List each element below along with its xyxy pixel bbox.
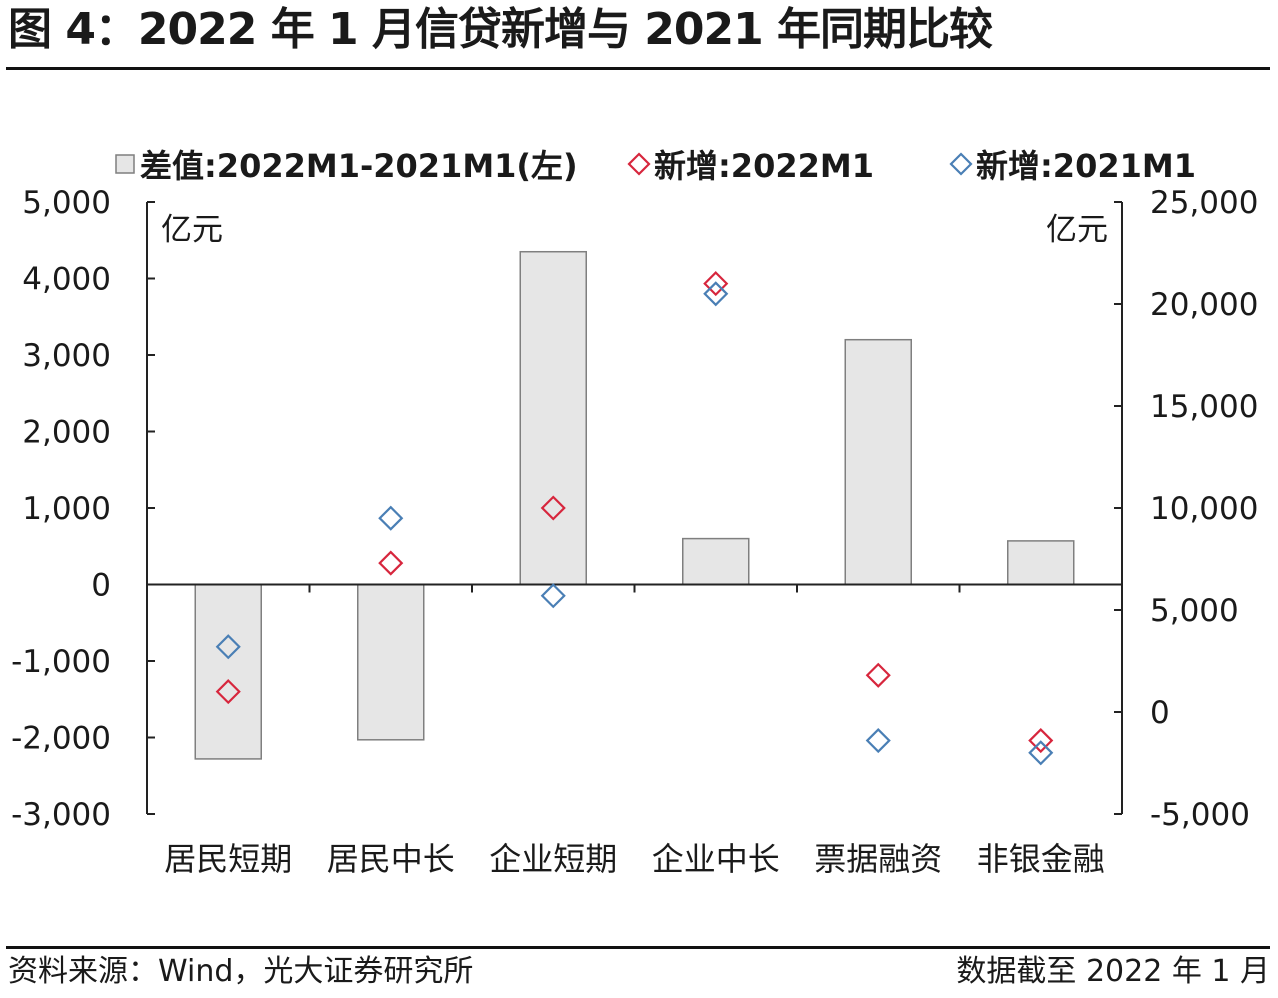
bar-diff [357,583,425,741]
bar-diff [844,338,912,586]
category-label: 居民短期 [164,840,292,878]
left-tick-label: -3,000 [11,797,111,833]
bar-diff [1007,540,1075,586]
left-tick-label: 5,000 [22,185,111,221]
marker-2021m1 [540,583,566,609]
bar-diff [519,250,587,586]
category-label: 票据融资 [814,840,942,878]
source-note: 资料来源：Wind，光大证券研究所 [8,954,474,989]
marker-2021m1 [1028,740,1054,766]
marker-2022m1 [378,550,404,576]
left-tick-label: 0 [91,568,111,604]
right-tick-label: 15,000 [1150,389,1258,425]
left-tick-label: -2,000 [11,721,111,757]
marker-2021m1 [378,505,404,531]
legend-swatch-marker [627,152,651,176]
left-tick-label: -1,000 [11,644,111,680]
chart: 5,000 4,000 3,000 2,000 1,000 0 -1,000 -2,000 -3… [11,147,1258,878]
marker-2022m1 [1028,728,1054,754]
legend-swatch-marker [949,152,973,176]
right-tick-label: 5,000 [1150,593,1239,629]
marker-2022m1 [215,679,241,705]
marker-2022m1 [540,495,566,521]
bar-diff [194,583,262,760]
right-tick-label: 20,000 [1150,287,1258,323]
marker-2021m1 [865,728,891,754]
right-tick-label: 25,000 [1150,185,1258,221]
footer-rule [6,946,1270,949]
left-tick-label: 1,000 [22,491,111,527]
category-label: 企业中长 [652,840,780,878]
legend-swatch-bar [115,154,135,174]
category-label: 企业短期 [489,840,617,878]
category-label: 非银金融 [977,840,1105,878]
left-tick-label: 3,000 [22,338,111,374]
right-tick-label: -5,000 [1150,797,1250,833]
right-tick-label: 0 [1150,695,1170,731]
marker-2022m1 [865,662,891,688]
title-rule [6,67,1270,70]
data-date-note: 数据截至 2022 年 1 月 [956,954,1270,989]
marker-2021m1 [215,634,241,660]
left-axis-unit: 亿元 [161,212,223,248]
legend-label: 新增:2022M1 [654,147,874,185]
legend-label: 差值:2022M1-2021M1(左) [140,147,578,185]
bar-diff [682,537,750,586]
marker-2021m1 [703,281,729,307]
legend-label: 新增:2021M1 [976,147,1196,185]
left-tick-label: 2,000 [22,415,111,451]
figure-title: 图 4：2022 年 1 月信贷新增与 2021 年同期比较 [8,4,993,55]
right-tick-label: 10,000 [1150,491,1258,527]
category-label: 居民中长 [327,840,455,878]
right-axis-unit: 亿元 [1046,212,1108,248]
left-tick-label: 4,000 [22,262,111,298]
marker-2022m1 [703,271,729,297]
